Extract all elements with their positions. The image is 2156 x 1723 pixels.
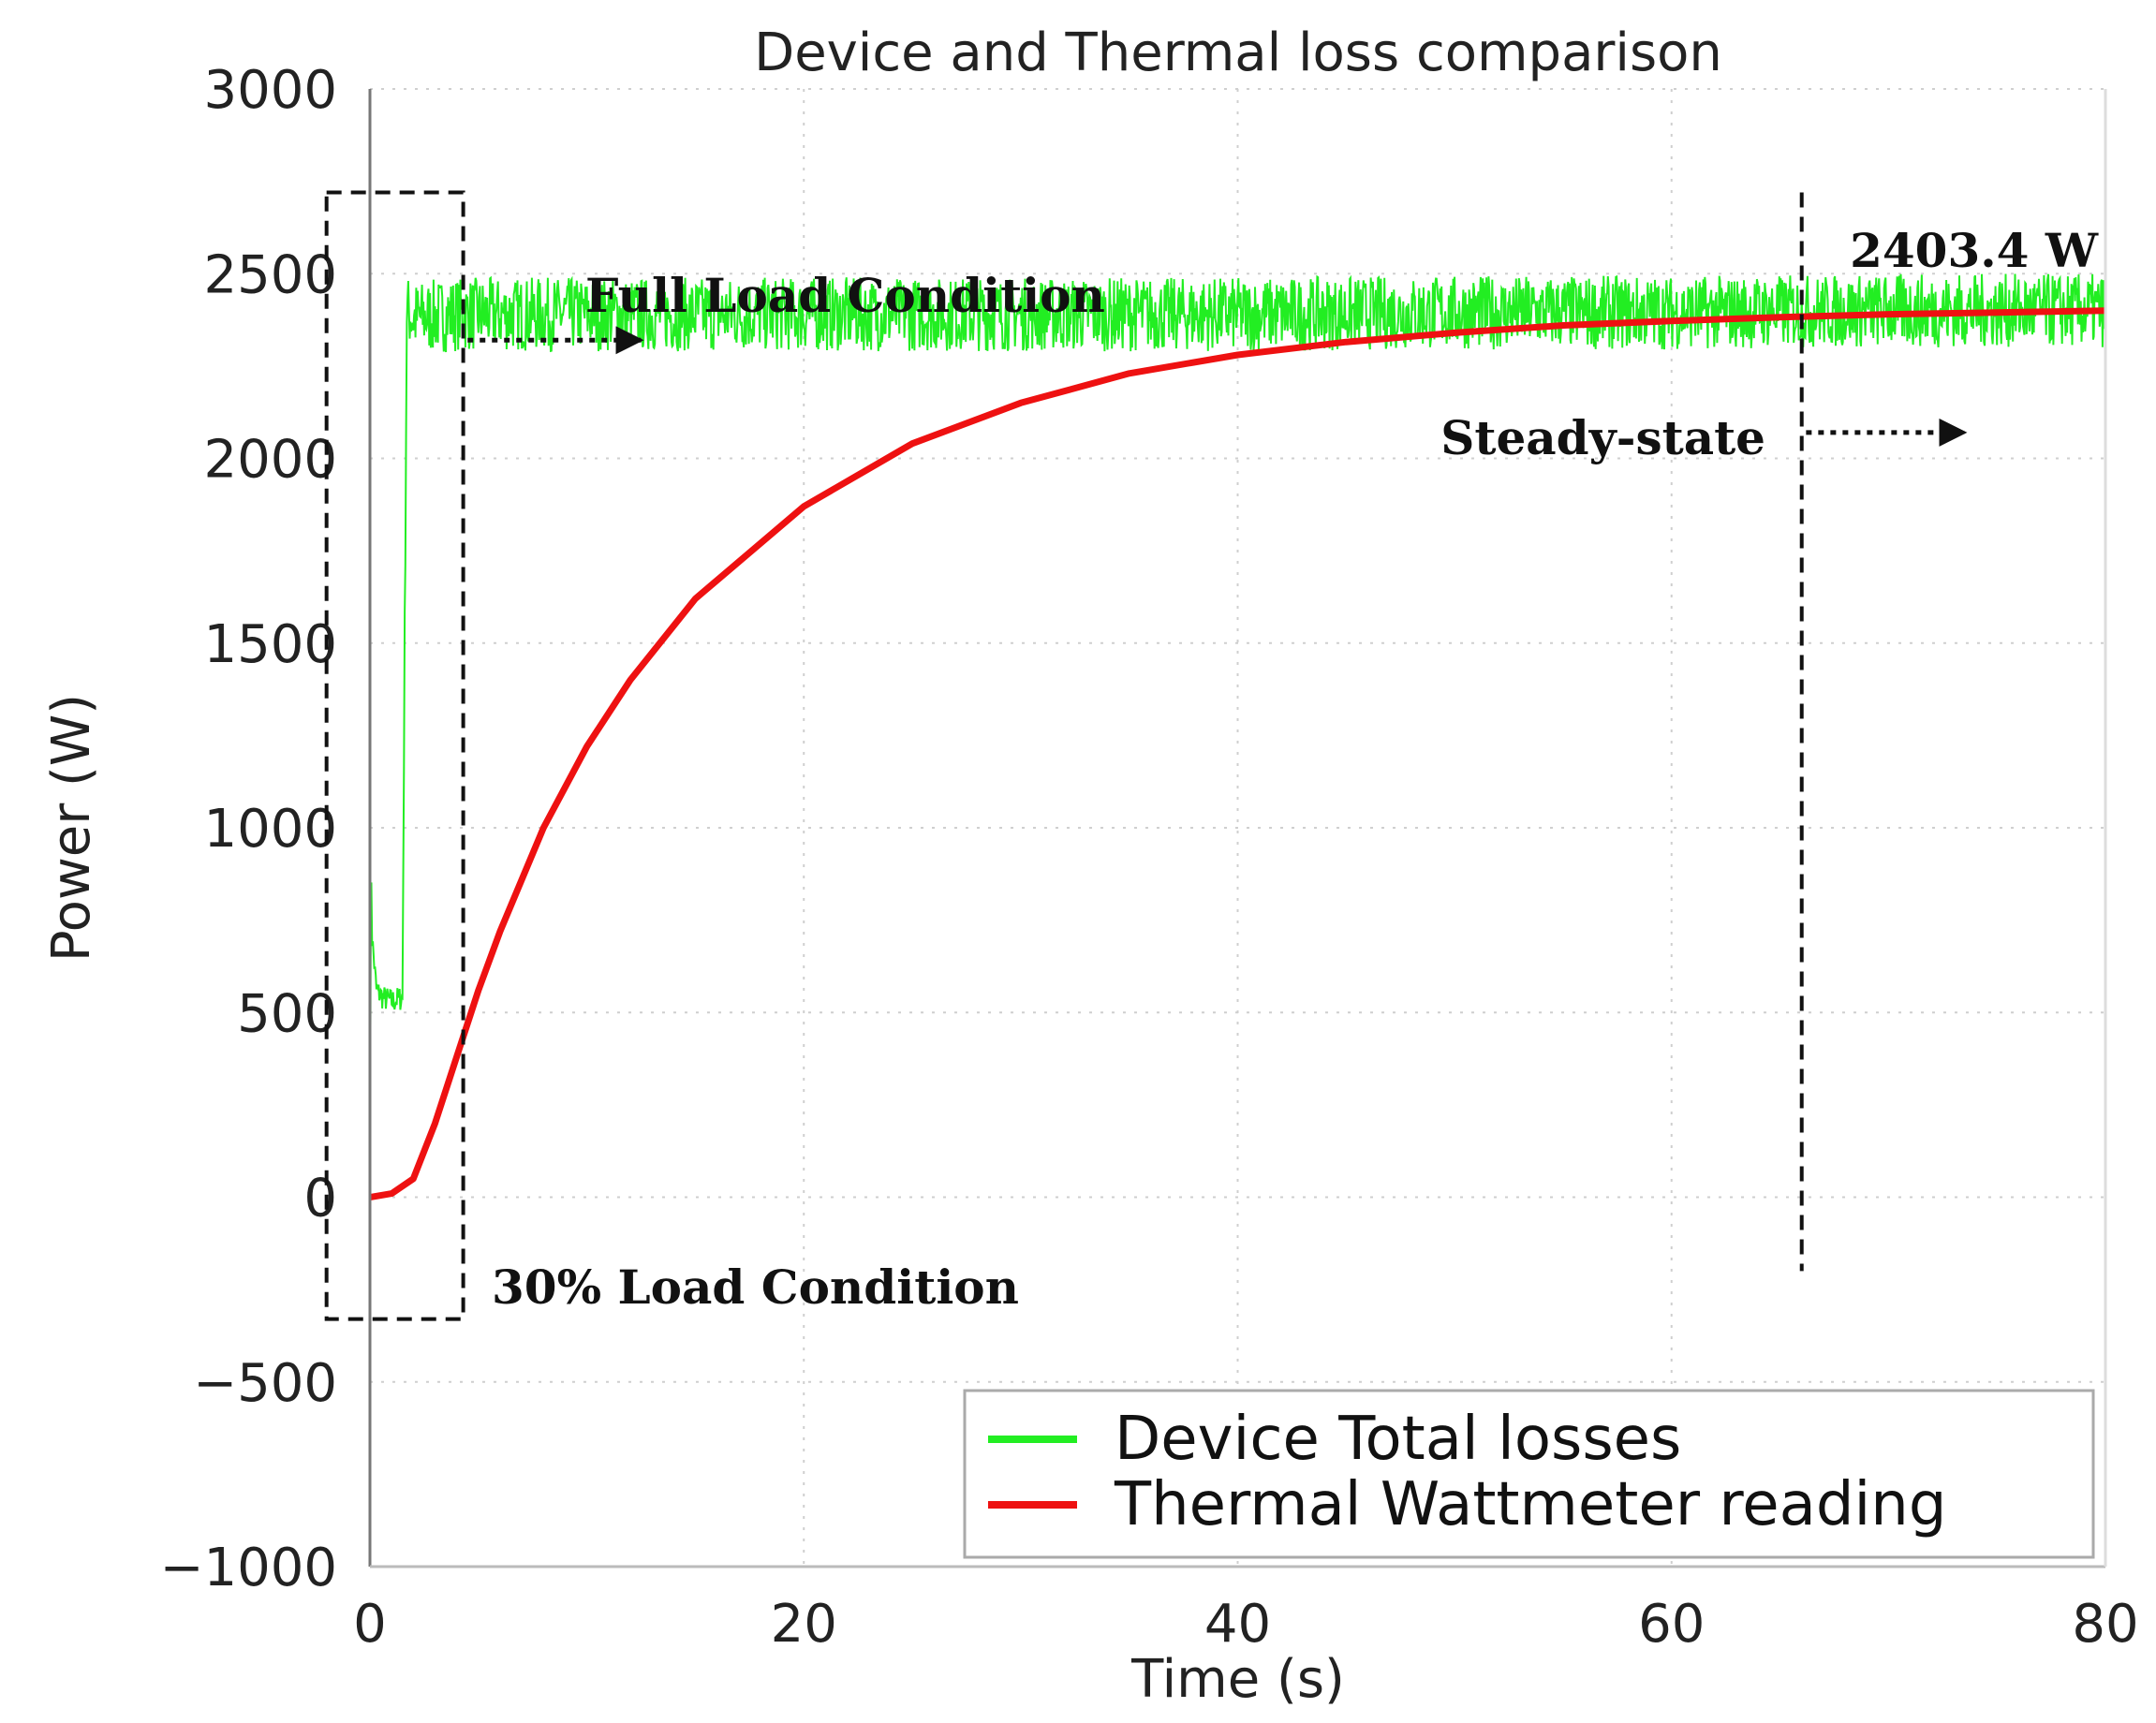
thermal-data-point bbox=[1996, 311, 1999, 314]
annotation-steady-value: 2403.4 W bbox=[1850, 223, 2099, 278]
x-axis-label: Time (s) bbox=[1130, 1649, 1345, 1710]
x-tick-label: 60 bbox=[1638, 1594, 1705, 1655]
legend-label-device-losses: Device Total losses bbox=[1115, 1405, 1681, 1474]
thermal-data-point bbox=[498, 930, 501, 933]
x-tick-labels: 0 20 40 60 80 bbox=[353, 1594, 2138, 1655]
y-tick-label: 3000 bbox=[203, 60, 337, 121]
y-tick-label: 0 bbox=[303, 1169, 337, 1230]
thermal-data-point bbox=[1454, 331, 1456, 334]
y-tick-label: 2500 bbox=[203, 244, 337, 305]
y-tick-labels: −1000 −500 0 500 1000 1500 2000 2500 3000 bbox=[160, 60, 337, 1598]
x-tick-label: 0 bbox=[353, 1594, 387, 1655]
y-tick-label: −1000 bbox=[160, 1538, 337, 1598]
legend: Device Total losses Thermal Wattmeter re… bbox=[963, 1389, 2095, 1559]
x-tick-label: 80 bbox=[2072, 1594, 2138, 1655]
series-layer bbox=[370, 273, 2105, 1200]
thermal-data-point bbox=[1345, 341, 1348, 344]
annotation-full-load: Full Load Condition bbox=[585, 268, 1105, 323]
x-tick-label: 20 bbox=[771, 1594, 837, 1655]
thermal-data-point bbox=[455, 1055, 458, 1058]
thermal-data-point bbox=[585, 745, 588, 748]
legend-label-thermal-reading: Thermal Wattmeter reading bbox=[1114, 1470, 1946, 1539]
annotation-steady-state: Steady-state bbox=[1440, 410, 1765, 465]
chart-title: Device and Thermal loss comparison bbox=[754, 22, 1722, 83]
grid bbox=[370, 88, 2105, 1567]
thermal-data-point bbox=[412, 1177, 415, 1180]
series-device-total-losses bbox=[370, 273, 2105, 1173]
thermal-data-point bbox=[1779, 316, 1781, 318]
legend-box bbox=[963, 1389, 2095, 1559]
series-thermal-wattmeter-reading bbox=[370, 307, 2105, 1200]
thermal-data-point bbox=[1236, 354, 1239, 357]
thermal-data-point bbox=[477, 989, 480, 992]
thermal-data-point bbox=[803, 505, 805, 508]
y-tick-label: 1000 bbox=[203, 799, 337, 860]
thermal-data-point bbox=[911, 442, 914, 445]
thermal-data-point bbox=[1561, 324, 1564, 327]
thermal-data-point bbox=[1887, 313, 1890, 316]
thermal-data-point bbox=[1128, 372, 1130, 375]
y-tick-label: −500 bbox=[193, 1353, 337, 1414]
annotation-markers bbox=[324, 190, 1968, 1321]
thermal-data-point bbox=[694, 597, 697, 600]
x-tick-label: 40 bbox=[1204, 1594, 1271, 1655]
thermal-data-point bbox=[391, 1192, 393, 1195]
thermal-data-point bbox=[1670, 319, 1673, 322]
thermal-data-point bbox=[1019, 402, 1022, 405]
y-axis-label: Power (W) bbox=[41, 694, 102, 962]
y-tick-label: 1500 bbox=[203, 614, 337, 675]
annotation-30-load: 30% Load Condition bbox=[492, 1259, 1019, 1315]
thermal-data-point bbox=[542, 827, 545, 829]
y-tick-label: 500 bbox=[237, 983, 337, 1044]
thermal-data-point bbox=[628, 679, 631, 682]
y-tick-label: 2000 bbox=[203, 430, 337, 491]
thermal-data-point bbox=[434, 1122, 436, 1125]
